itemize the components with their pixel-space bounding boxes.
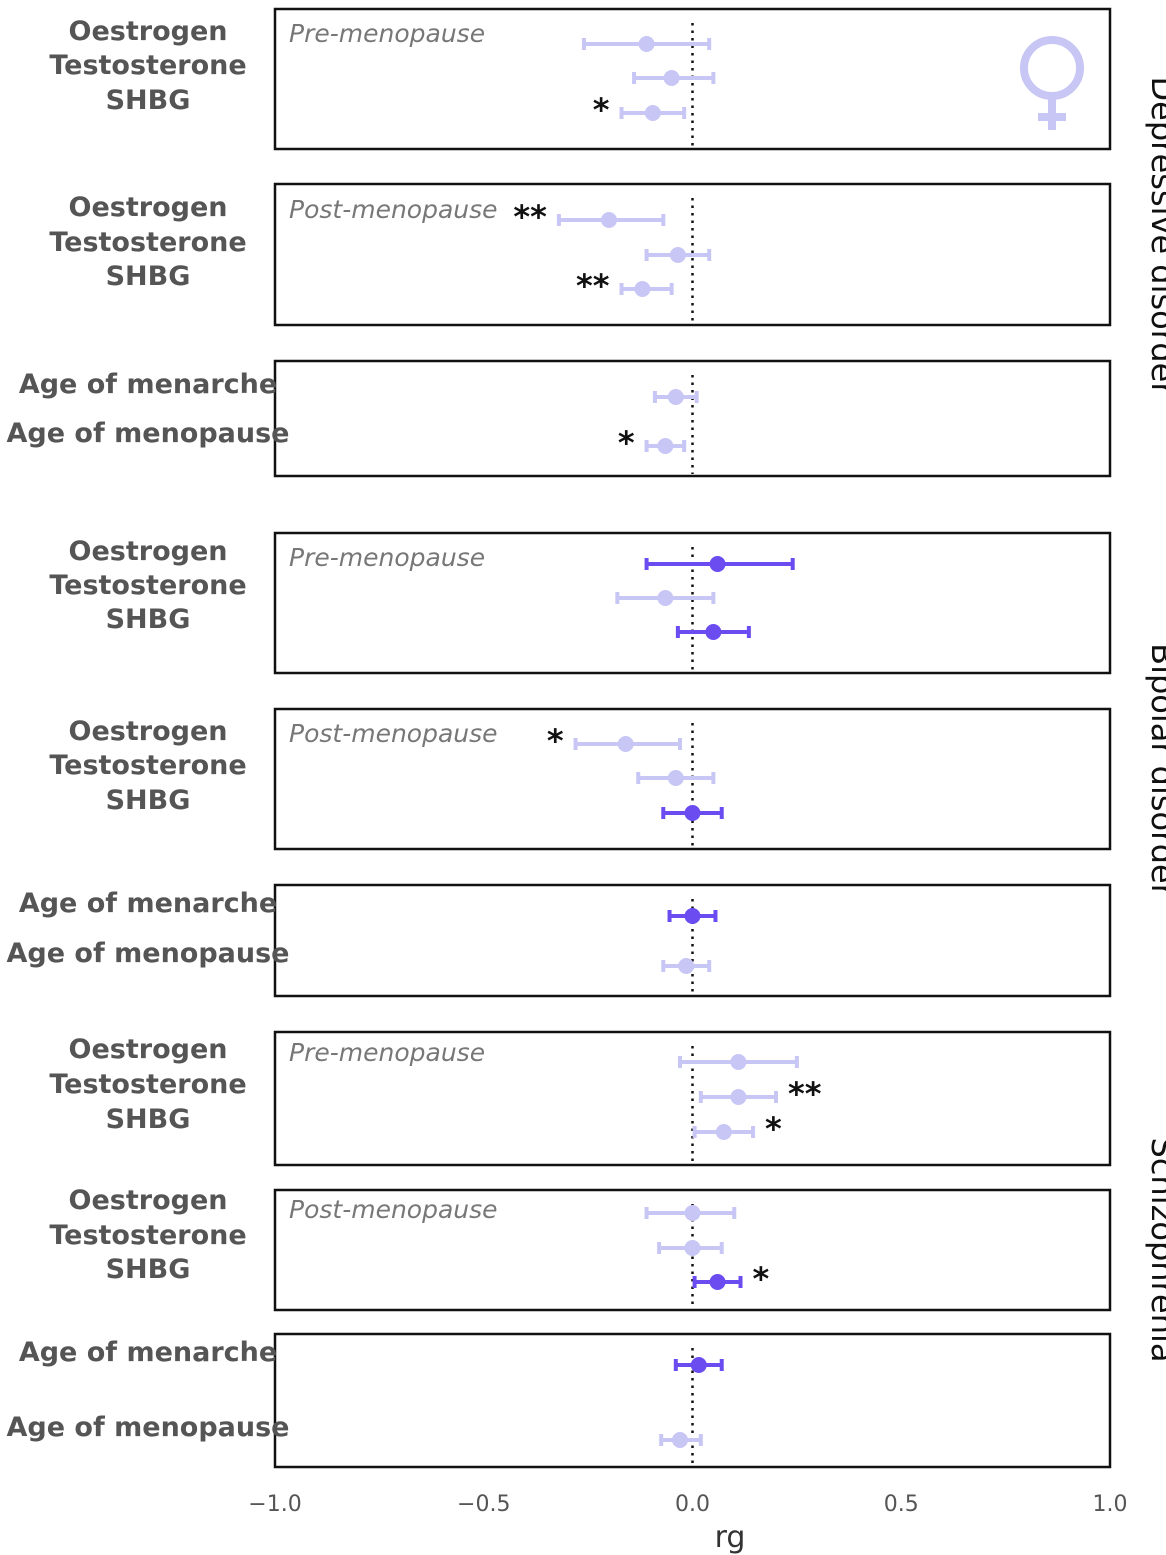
significance-stars: ** [513,198,547,236]
point [667,389,684,405]
point [657,590,674,606]
point [678,958,695,974]
x-tick-label: 1.0 [1093,1492,1128,1517]
x-axis-title: rg [715,1520,746,1555]
x-tick-label: 0.0 [675,1492,710,1517]
point [684,805,701,821]
panel-frame [273,707,1112,851]
row-label: Oestrogen [69,1185,228,1216]
point [671,1432,688,1448]
point [644,105,661,121]
row-label: Age of menopause [7,938,290,969]
row-label: Testosterone [49,1069,246,1100]
panel: Pre-menopause Oestrogen Testosterone ** SHBG… [49,1030,1112,1167]
row-label: Age of menopause [7,1412,290,1443]
row-label: Age of menopause [7,418,290,449]
row-label: Age of menarche [19,1337,277,1368]
significance-stars: ** [576,267,610,305]
point [601,212,617,228]
x-tick-label: −1.0 [248,1492,301,1517]
group-label: Bipolar disorder [1144,643,1166,898]
point [684,1240,701,1256]
point [634,281,651,297]
point [690,1357,707,1373]
row-label: Age of menarche [19,369,277,400]
row-label: Oestrogen [69,16,228,47]
row-label: Oestrogen [69,716,228,747]
row-label: Testosterone [49,570,246,601]
panel-frame [273,883,1112,998]
point [638,36,655,52]
panel-frame [273,531,1112,675]
row-label: Testosterone [49,1220,246,1251]
x-tick-label: 0.5 [884,1492,919,1517]
panel-frame [273,1188,1112,1312]
group-label: Schizophrenia [1144,1138,1166,1363]
panel: Post-menopause Oestrogen ** TestosteroneSHB… [49,182,1112,327]
significance-stars: ** [788,1075,822,1113]
row-label: SHBG [106,1104,191,1135]
row-label: SHBG [106,1254,191,1285]
panel: Age of menarche Age of menopause * [7,359,1112,478]
row-label: Testosterone [49,227,246,258]
female-symbol-icon [1020,36,1084,130]
panel-frame [273,182,1112,327]
point [705,624,722,640]
point [663,70,680,86]
row-label: Testosterone [49,50,246,81]
panel-label: Pre-menopause [289,543,485,572]
point [667,770,684,786]
panel-frame [273,1332,1112,1469]
panel: Age of menarche Age of menopause [7,1332,1112,1469]
panel-frame [273,359,1112,478]
panel-frame [273,1030,1112,1167]
row-label: Oestrogen [69,536,228,567]
point [709,556,726,572]
point [709,1274,726,1290]
significance-stars: * [593,91,610,129]
point [657,438,674,454]
row-label: Oestrogen [69,1034,228,1065]
significance-stars: * [753,1260,770,1298]
panel-frame [273,7,1112,151]
point [730,1054,747,1070]
row-label: SHBG [106,85,191,116]
panel-label: Post-menopause [289,719,498,748]
row-label: SHBG [106,261,191,292]
point [715,1124,732,1140]
significance-stars: * [547,722,564,760]
point [617,736,634,752]
point [669,247,686,263]
panel: Age of menarche Age of menopause [7,883,1112,998]
panel-label: Pre-menopause [289,1038,485,1067]
female-symbol-ring [1020,36,1084,100]
panel-label: Post-menopause [289,1195,498,1224]
point [730,1089,747,1105]
significance-stars: * [765,1110,782,1148]
group-bipolar-disorder: Pre-menopauseOestrogenTestosteroneSHBGPo… [7,531,1166,998]
row-label: Age of menarche [19,888,277,919]
panel: Post-menopause Oestrogen * Testosterone SHBG [49,707,1112,851]
row-label: Oestrogen [69,192,228,223]
panel-label: Pre-menopause [289,19,485,48]
panel-label: Post-menopause [289,195,498,224]
point [684,1205,701,1221]
row-label: SHBG [106,604,191,635]
point [684,908,701,924]
x-tick-label: −0.5 [457,1492,510,1517]
row-label: Testosterone [49,750,246,781]
row-label: SHBG [106,785,191,816]
significance-stars: * [618,424,635,462]
group-label: Depressive disorder [1144,76,1166,396]
